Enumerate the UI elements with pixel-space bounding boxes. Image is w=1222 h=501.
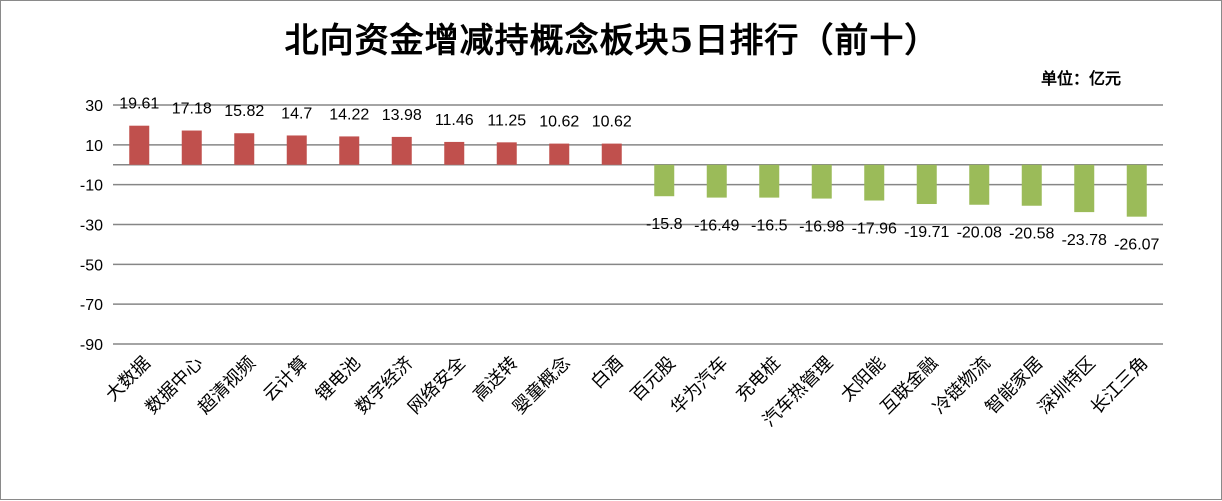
data-label: -20.58 [1009, 226, 1054, 243]
bar [706, 164, 727, 198]
data-label: -17.96 [852, 221, 897, 238]
data-label: -20.08 [957, 225, 1002, 242]
bar [601, 143, 622, 165]
y-tick-label: 10 [85, 138, 103, 155]
y-tick-label: 30 [85, 98, 103, 115]
bar [549, 143, 570, 165]
data-label: 13.98 [382, 107, 422, 124]
category-label: 婴童概念 [508, 352, 574, 418]
data-label: 11.25 [487, 112, 526, 129]
data-label: 17.18 [172, 101, 212, 118]
data-label: -15.8 [646, 216, 683, 233]
bar [864, 164, 885, 201]
bar [1021, 164, 1042, 206]
unit-label: 单位：亿元 [1040, 69, 1121, 88]
category-label: 冷链物流 [929, 353, 995, 419]
y-tick-label: -30 [80, 218, 103, 235]
data-label: 10.62 [592, 114, 632, 131]
bar [1074, 164, 1095, 213]
data-label: -26.07 [1114, 237, 1159, 254]
bar [759, 164, 780, 198]
bar [234, 133, 255, 165]
category-label: 数据中心 [142, 353, 208, 419]
bar [654, 164, 675, 197]
data-label: 11.46 [435, 112, 474, 129]
category-label: 互联金融 [877, 353, 943, 419]
bar [916, 164, 937, 205]
bar [496, 142, 517, 165]
category-label: 深圳特区 [1034, 353, 1100, 419]
data-label: -16.5 [751, 218, 788, 235]
category-label: 超清视频 [194, 353, 260, 419]
data-label: 15.82 [224, 103, 264, 120]
data-label: -16.98 [799, 219, 844, 236]
data-label: -19.71 [904, 224, 949, 241]
data-label: 10.62 [539, 114, 579, 131]
bar [811, 164, 832, 199]
data-label: 14.22 [329, 106, 369, 123]
chart-title: 北向资金增减持概念板块5日排行（前十） [284, 21, 940, 61]
data-label: -16.49 [694, 218, 739, 235]
category-label: 网络安全 [404, 353, 470, 419]
y-tick-label: -10 [80, 178, 103, 195]
category-label: 云计算 [259, 353, 312, 406]
bar [129, 125, 150, 165]
y-tick-label: -70 [80, 297, 103, 314]
bar [1126, 164, 1147, 217]
category-label: 智能家居 [982, 353, 1048, 419]
category-label: 数字经济 [352, 353, 418, 419]
y-tick-label: -50 [80, 257, 103, 274]
category-label: 白酒 [587, 353, 627, 393]
category-label: 长江三角 [1087, 353, 1153, 419]
bar [444, 141, 465, 165]
bar [181, 130, 202, 165]
data-label: 19.61 [119, 96, 159, 113]
data-label: 14.7 [281, 105, 312, 122]
data-label: -23.78 [1062, 232, 1107, 249]
bar [286, 135, 307, 165]
category-label: 华为汽车 [667, 353, 733, 419]
bar [339, 136, 360, 165]
bar [969, 164, 990, 205]
y-tick-label: -90 [80, 337, 103, 354]
bar [391, 136, 412, 165]
